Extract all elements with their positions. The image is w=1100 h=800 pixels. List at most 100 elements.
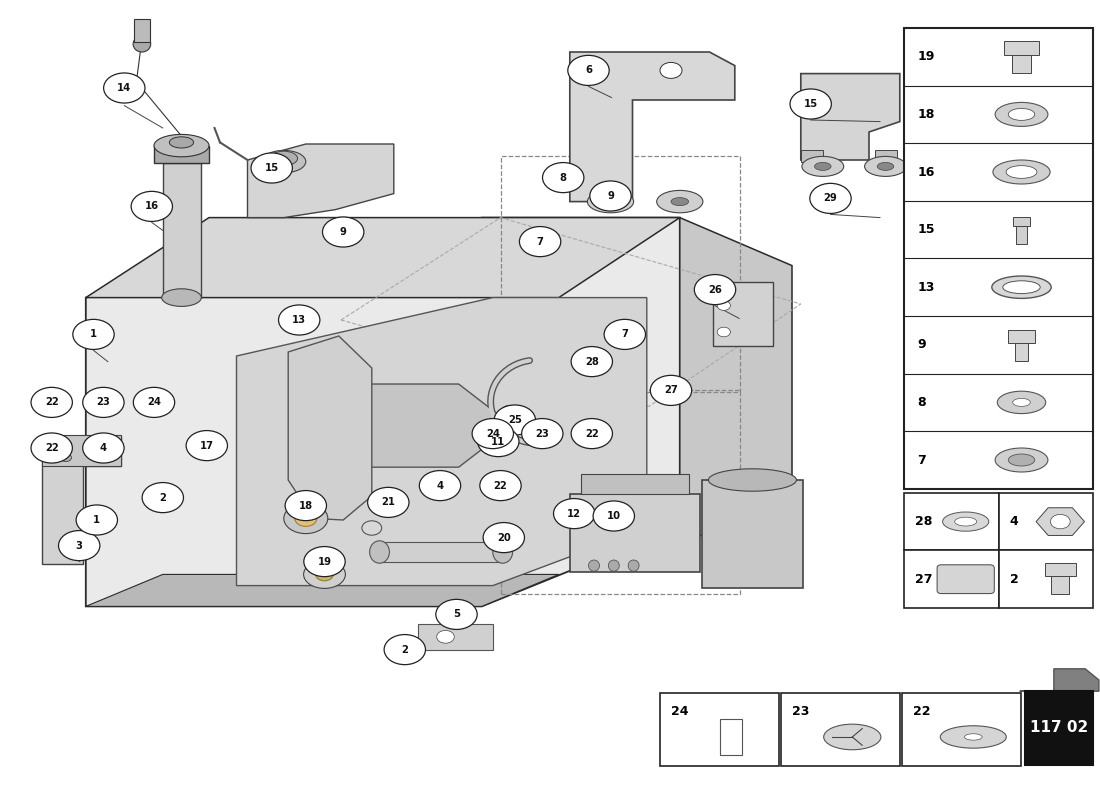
Ellipse shape <box>1009 454 1035 466</box>
Bar <box>801 150 823 162</box>
Circle shape <box>133 387 175 418</box>
Circle shape <box>590 181 631 211</box>
Text: 24: 24 <box>486 429 499 438</box>
Circle shape <box>568 55 609 86</box>
Bar <box>500 390 740 594</box>
Circle shape <box>494 405 536 435</box>
Text: 18: 18 <box>299 501 312 510</box>
Bar <box>904 550 999 608</box>
Polygon shape <box>297 384 513 467</box>
Circle shape <box>131 191 173 222</box>
Circle shape <box>322 217 364 247</box>
Ellipse shape <box>1013 398 1031 406</box>
Ellipse shape <box>708 469 796 491</box>
Circle shape <box>477 426 519 457</box>
Polygon shape <box>86 218 680 298</box>
Text: 25: 25 <box>508 415 521 425</box>
Bar <box>874 150 896 162</box>
Text: 4: 4 <box>437 481 443 490</box>
Circle shape <box>142 482 184 513</box>
Polygon shape <box>86 574 559 606</box>
Circle shape <box>553 498 595 529</box>
Ellipse shape <box>996 448 1048 472</box>
Circle shape <box>604 319 646 350</box>
Text: 15: 15 <box>917 223 935 236</box>
Ellipse shape <box>493 541 513 563</box>
Ellipse shape <box>802 157 844 176</box>
Text: 7: 7 <box>537 237 543 246</box>
Ellipse shape <box>608 560 619 571</box>
Ellipse shape <box>992 276 1052 298</box>
Text: 2: 2 <box>1010 573 1019 586</box>
Ellipse shape <box>370 541 389 563</box>
Polygon shape <box>236 298 647 586</box>
Circle shape <box>384 634 426 665</box>
Polygon shape <box>288 336 372 520</box>
Bar <box>713 282 773 346</box>
Bar <box>702 480 803 588</box>
Text: 117 02: 117 02 <box>1031 721 1088 735</box>
Text: a passion for parts since 1985: a passion for parts since 1985 <box>257 436 579 556</box>
Text: 13: 13 <box>293 315 306 325</box>
Circle shape <box>278 305 320 335</box>
Ellipse shape <box>824 724 881 750</box>
Polygon shape <box>42 436 121 564</box>
Polygon shape <box>570 52 735 202</box>
Ellipse shape <box>262 150 306 173</box>
Text: 22: 22 <box>45 443 58 453</box>
Ellipse shape <box>588 560 600 571</box>
Bar <box>904 493 999 550</box>
Circle shape <box>437 630 454 643</box>
Text: 15: 15 <box>804 99 817 109</box>
Ellipse shape <box>133 36 151 52</box>
Bar <box>902 693 1021 766</box>
Bar <box>1012 55 1032 73</box>
Polygon shape <box>1020 669 1099 691</box>
Text: 23: 23 <box>792 705 810 718</box>
FancyBboxPatch shape <box>937 565 994 594</box>
Bar <box>134 19 150 42</box>
Text: 5: 5 <box>453 610 460 619</box>
Circle shape <box>1050 514 1070 529</box>
Text: 4: 4 <box>100 443 107 453</box>
Text: 9: 9 <box>917 338 926 351</box>
Ellipse shape <box>1003 281 1041 294</box>
Circle shape <box>790 89 832 119</box>
Text: 28: 28 <box>915 515 933 528</box>
Text: 16: 16 <box>917 166 935 178</box>
Circle shape <box>82 433 124 463</box>
Circle shape <box>571 346 613 377</box>
Text: 11: 11 <box>492 437 505 446</box>
Ellipse shape <box>965 734 982 740</box>
Ellipse shape <box>316 568 333 581</box>
Text: 23: 23 <box>97 398 110 407</box>
Circle shape <box>367 487 409 518</box>
Text: 27: 27 <box>915 573 933 586</box>
Bar <box>1004 41 1040 55</box>
Bar <box>500 156 740 392</box>
Bar <box>163 163 201 298</box>
Circle shape <box>73 319 114 350</box>
Circle shape <box>472 418 514 449</box>
Text: 18: 18 <box>917 108 935 121</box>
Text: 13: 13 <box>917 281 935 294</box>
Circle shape <box>694 274 736 305</box>
Ellipse shape <box>940 726 1006 748</box>
Circle shape <box>717 301 730 310</box>
Circle shape <box>436 599 477 630</box>
Polygon shape <box>680 218 792 574</box>
Text: 24: 24 <box>147 398 161 407</box>
Bar <box>999 550 1093 608</box>
Text: 7: 7 <box>621 330 628 339</box>
Text: 1: 1 <box>90 330 97 339</box>
Circle shape <box>542 162 584 193</box>
Ellipse shape <box>1009 108 1035 121</box>
Circle shape <box>593 501 635 531</box>
Circle shape <box>571 418 613 449</box>
Ellipse shape <box>628 560 639 571</box>
Bar <box>1025 691 1093 765</box>
Ellipse shape <box>304 560 345 589</box>
Circle shape <box>31 433 73 463</box>
Text: 24: 24 <box>671 705 689 718</box>
Text: 2: 2 <box>402 645 408 654</box>
